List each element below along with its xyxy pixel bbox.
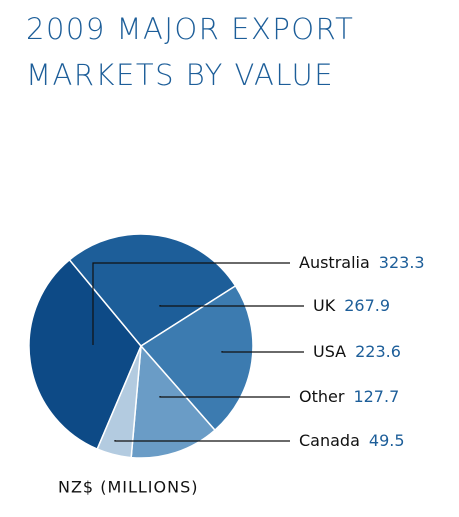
leader-line <box>159 396 290 398</box>
slice-label: Australia 323.3 <box>299 253 425 272</box>
leader-line <box>159 305 304 307</box>
value-label: 267.9 <box>344 296 390 315</box>
category-name: UK <box>313 296 336 315</box>
leader-line <box>221 351 304 353</box>
chart-title: 2009 MAJOR EXPORT MARKETS BY VALUE <box>26 12 355 92</box>
pie-slice <box>130 344 216 459</box>
category-name: Canada <box>299 431 360 450</box>
pie-slice <box>139 284 254 432</box>
leader-line <box>114 440 290 442</box>
leader-line <box>92 262 290 345</box>
value-label: 223.6 <box>355 342 401 361</box>
value-label: 323.3 <box>379 253 425 272</box>
chart-subtitle: NZ$ (MILLIONS) <box>58 478 198 497</box>
pie-slice <box>96 345 142 459</box>
slice-label: Canada 49.5 <box>299 431 405 450</box>
value-label: 127.7 <box>353 387 399 406</box>
slice-label: UK 267.9 <box>313 296 390 315</box>
slice-label: Other 127.7 <box>299 387 399 406</box>
pie-slice <box>28 258 142 451</box>
category-name: Australia <box>299 253 370 272</box>
slice-label: USA 223.6 <box>313 342 401 361</box>
pie-slice <box>68 233 237 347</box>
category-name: USA <box>313 342 346 361</box>
category-name: Other <box>299 387 345 406</box>
value-label: 49.5 <box>369 431 405 450</box>
